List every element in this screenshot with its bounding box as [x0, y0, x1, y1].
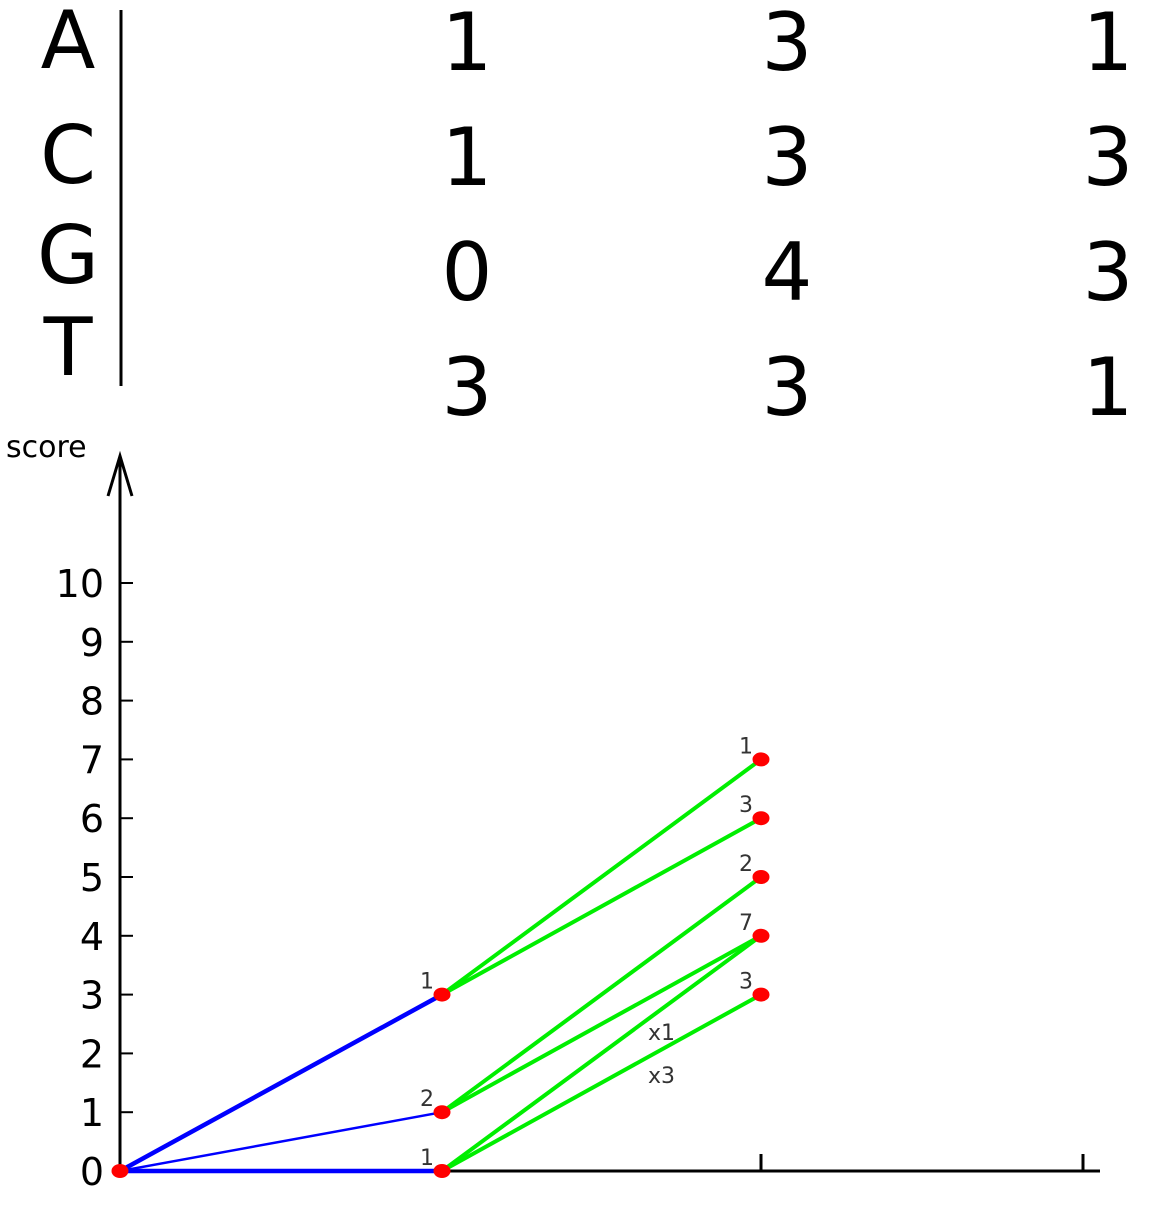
edge	[441, 934, 762, 1114]
y-tick-label: 7	[80, 738, 104, 782]
edge	[441, 816, 762, 997]
node	[752, 870, 770, 884]
y-axis-label: score	[6, 430, 87, 465]
node	[433, 1105, 451, 1120]
matrix-cell: 1	[1083, 341, 1134, 434]
node	[752, 811, 770, 826]
matrix-cell: 3	[442, 341, 493, 434]
y-tick-label: 4	[80, 915, 104, 959]
node	[752, 928, 770, 943]
y-tick-label: 5	[80, 856, 104, 900]
node	[433, 987, 451, 1002]
matrix-cell: 1	[442, 0, 493, 89]
y-tick-label: 6	[80, 797, 104, 841]
matrix-cell: 3	[1083, 226, 1134, 319]
node	[111, 1164, 129, 1178]
matrix-cell: 3	[762, 341, 813, 434]
y-axis-arrow-icon	[106, 450, 134, 497]
y-tick-label: 3	[80, 974, 104, 1018]
edge	[440, 757, 763, 997]
matrix-cell: 1	[1083, 0, 1134, 89]
node-label: 3	[739, 970, 753, 995]
matrix-cell: 3	[1083, 111, 1134, 204]
node	[752, 752, 770, 767]
node-label: 1	[420, 970, 434, 995]
edge	[440, 934, 763, 1173]
edge-label: x1	[648, 1021, 675, 1046]
row-label-C: C	[40, 109, 96, 202]
node	[752, 987, 770, 1002]
matrix-cell: 4	[762, 226, 813, 319]
matrix-cell: 3	[762, 0, 813, 89]
matrix-cell: 1	[442, 111, 493, 204]
node-label: 2	[420, 1087, 434, 1112]
y-tick-label: 0	[80, 1150, 104, 1194]
edge-label: x3	[648, 1064, 675, 1089]
node-label: 3	[739, 793, 753, 818]
y-tick-label: 1	[80, 1091, 104, 1135]
y-tick-label: 10	[56, 562, 104, 606]
edge	[119, 1110, 443, 1173]
row-label-A: A	[41, 0, 96, 87]
matrix-cell: 3	[762, 111, 813, 204]
edge	[118, 992, 444, 1173]
node-label: 2	[739, 852, 753, 877]
matrix-cell: 0	[442, 226, 493, 319]
row-label-T: T	[43, 301, 94, 394]
edge	[440, 875, 763, 1114]
edge	[441, 992, 762, 1173]
node-label: 1	[420, 1146, 434, 1171]
node-label: 7	[739, 911, 753, 936]
row-label-G: G	[37, 209, 99, 302]
y-tick-label: 9	[80, 621, 104, 665]
y-tick-label: 2	[80, 1032, 104, 1076]
node-label: 1	[739, 734, 753, 759]
y-tick-label: 8	[80, 680, 104, 724]
node	[433, 1164, 451, 1178]
